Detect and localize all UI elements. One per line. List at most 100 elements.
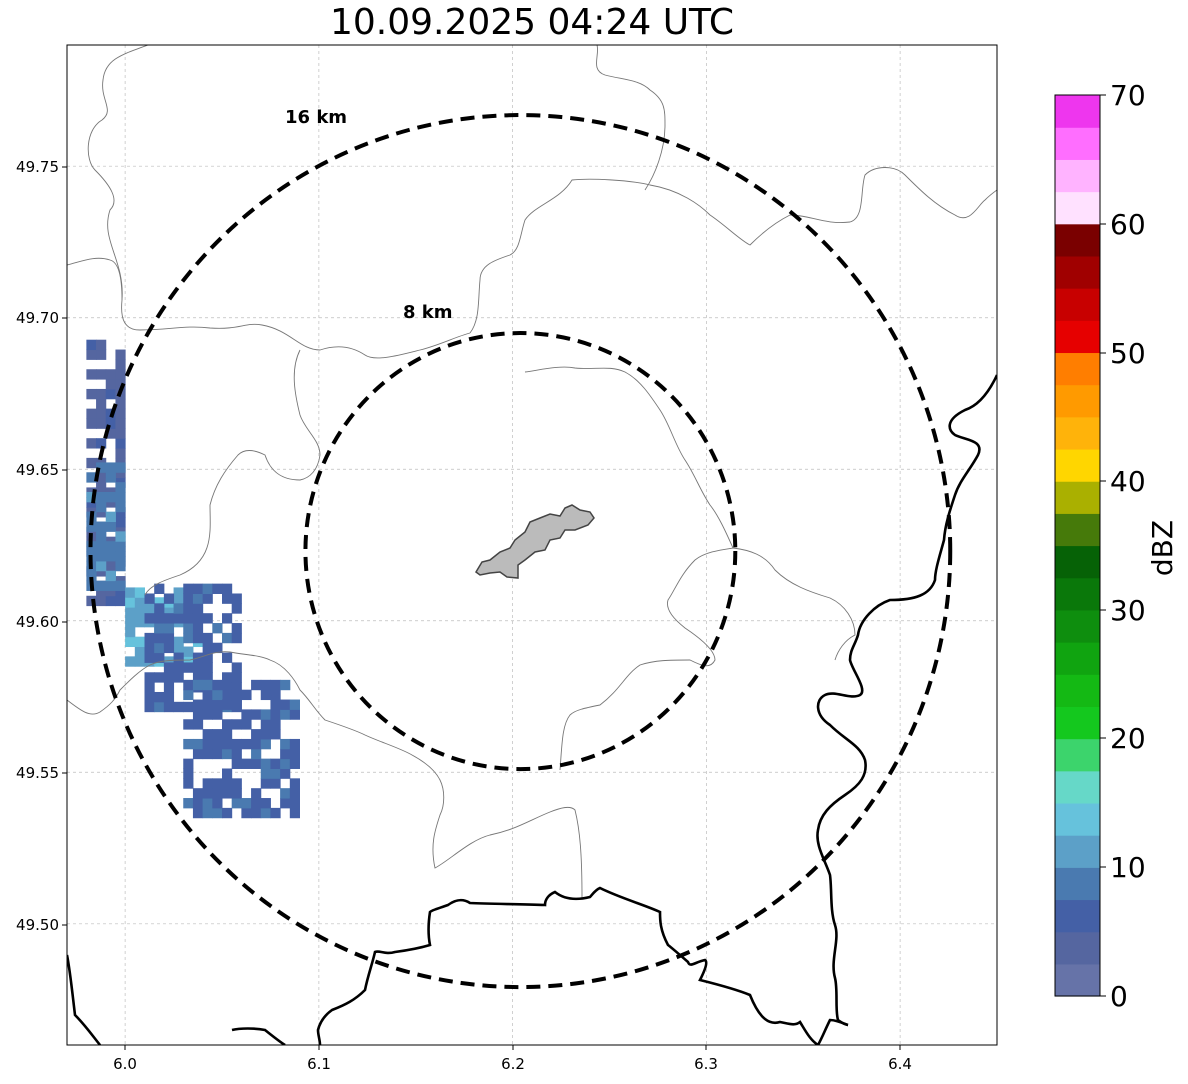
radar-echo-cell <box>241 807 252 819</box>
radar-echo-cell <box>183 719 194 730</box>
radar-echo-cell <box>280 748 291 760</box>
x-axis: 6.0 6.1 6.2 6.3 6.4 <box>113 1045 912 1073</box>
radar-echo-cell <box>202 807 213 819</box>
radar-echo-cell <box>192 798 204 809</box>
radar-echo-cell <box>144 701 155 713</box>
radar-echo-cell <box>96 477 107 488</box>
radar-echo-cell <box>289 699 300 710</box>
radar-echo-cell <box>251 807 262 819</box>
colorbar-swatch <box>1055 320 1100 354</box>
radar-echo-cell <box>270 719 281 730</box>
radar-echo-cell <box>173 603 184 614</box>
radar-echo-cell <box>202 689 213 701</box>
radar-echo-cell <box>212 642 223 654</box>
radar-echo-cell <box>192 738 204 750</box>
radar-echo-cell <box>260 738 271 750</box>
radar-echo-cell <box>280 679 291 691</box>
radar-echo-cell <box>183 768 194 779</box>
radar-echo-cell <box>154 691 165 703</box>
city-area <box>475 504 595 579</box>
radar-echo-cell <box>260 729 271 740</box>
national-border <box>67 374 997 1045</box>
radar-echo-cell <box>125 597 136 608</box>
radar-echo-cell <box>212 689 223 701</box>
radar-echo-cell <box>96 551 107 562</box>
radar-echo-cell <box>270 699 281 710</box>
radar-echo-cell <box>96 462 107 473</box>
radar-echo-cell <box>173 587 184 598</box>
colorbar-tick-10: 10 <box>1100 851 1146 884</box>
colorbar-frame <box>1054 94 1101 997</box>
y-tick-49.65: 49.65 <box>16 461 67 479</box>
colorbar-tick-label: 0 <box>1110 980 1128 1013</box>
x-tick-label: 6.0 <box>113 1055 137 1073</box>
radar-echo-cell <box>173 652 184 663</box>
radar-echo-cell <box>163 662 175 673</box>
radar-echo-cell <box>251 798 262 809</box>
radar-echo-cell <box>144 613 155 624</box>
radar-echo-cell <box>202 662 213 673</box>
radar-echo-cell <box>192 603 204 614</box>
radar-echo-cell <box>115 482 126 493</box>
radar-echo-cell <box>115 369 126 380</box>
y-tick-label: 49.65 <box>16 461 59 479</box>
radar-echo-cell <box>115 541 126 552</box>
radar-echo-cell <box>86 570 97 582</box>
radar-echo-cell <box>105 379 116 390</box>
radar-echo-cell <box>115 448 126 459</box>
radar-echo-cell <box>105 595 116 607</box>
radar-echo-cell <box>134 607 145 618</box>
radar-echo-cell <box>280 768 291 779</box>
y-tick-label: 49.60 <box>16 613 59 631</box>
radar-echo-cell <box>231 662 242 673</box>
x-tick-6.3: 6.3 <box>694 1045 718 1073</box>
radar-echo-cell <box>115 595 126 607</box>
radar-echo-cell <box>163 642 175 654</box>
colorbar-swatch <box>1055 770 1100 804</box>
radar-echo-cell <box>144 652 155 663</box>
radar-echo-cell <box>96 531 107 542</box>
radar-echo-cell <box>154 701 165 713</box>
radar-echo-cell <box>251 738 262 750</box>
radar-echo-cell <box>192 662 204 673</box>
radar-echo-cell <box>86 491 97 503</box>
radar-echo-cell <box>183 701 194 713</box>
radar-echo-cell <box>134 587 145 598</box>
radar-echo-cell <box>280 699 291 710</box>
radar-echo-cell <box>125 587 136 598</box>
radar-echo-cell <box>163 656 175 667</box>
radar-echo-cell <box>289 709 300 720</box>
radar-echo-cell <box>173 662 184 673</box>
radar-echo-cell <box>183 593 194 604</box>
radar-echo-cell <box>260 709 271 720</box>
radar-echo-cell <box>231 682 242 693</box>
colorbar-swatch <box>1055 674 1100 707</box>
colorbar-swatch <box>1055 513 1100 547</box>
radar-echo-cell <box>222 613 233 624</box>
radar-echo-cell <box>251 748 262 760</box>
radar-echo-cell <box>270 679 281 691</box>
radar-echo-cell <box>86 418 97 429</box>
radar-echo-cell <box>86 349 97 360</box>
radar-echo-cell <box>222 729 233 740</box>
x-tick-6.2: 6.2 <box>501 1045 525 1073</box>
radar-echo-cell <box>222 778 233 789</box>
radar-echo-cell <box>115 408 126 419</box>
radar-echo-cell <box>202 613 213 624</box>
radar-echo-cell <box>231 632 242 644</box>
radar-echo-cell <box>222 593 233 604</box>
radar-echo-cell <box>154 613 165 624</box>
radar-echo-cell <box>154 623 165 634</box>
radar-echo-cell <box>241 758 252 769</box>
radar-echo-cell <box>144 691 155 703</box>
radar-echo-cell <box>192 679 204 691</box>
radar-echo-cell <box>260 679 271 691</box>
x-tick-label: 6.1 <box>307 1055 331 1073</box>
radar-echo-cell <box>192 623 204 634</box>
colorbar-swatch <box>1055 416 1100 450</box>
radar-echo-cell <box>289 738 300 750</box>
radar-echo-cell <box>96 369 107 380</box>
radar-echo-cell <box>96 388 107 400</box>
radar-echo-cell <box>86 438 97 449</box>
